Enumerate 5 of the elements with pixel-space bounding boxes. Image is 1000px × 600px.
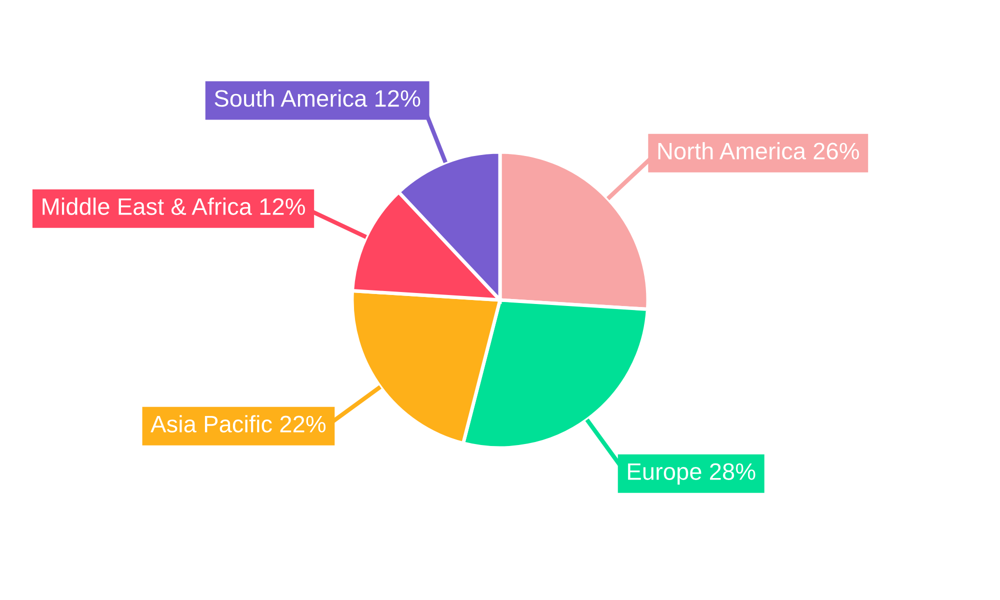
slice-label: Asia Pacific 22%: [150, 415, 326, 432]
slice-label: Middle East & Africa 12%: [42, 198, 305, 215]
slice-label: South America 12%: [214, 89, 420, 107]
slice-label: North America 26%: [658, 142, 860, 160]
slice-label: Europe 28%: [628, 463, 756, 485]
